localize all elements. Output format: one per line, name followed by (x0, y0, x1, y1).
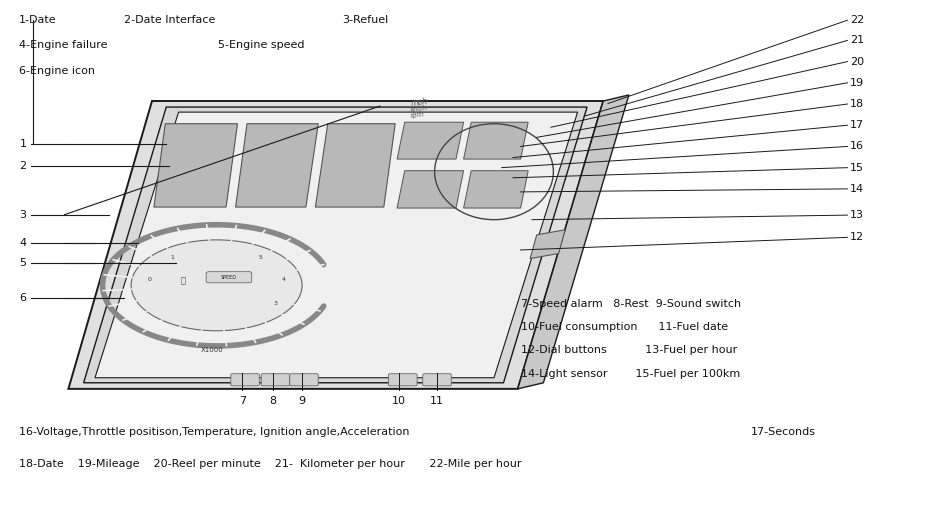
Polygon shape (95, 112, 578, 378)
Text: km/h: km/h (410, 105, 428, 113)
Text: X1000: X1000 (200, 347, 223, 353)
Text: rpm: rpm (410, 111, 426, 119)
Text: 4: 4 (282, 277, 286, 281)
Text: 7-Speed alarm   8-Rest  9-Sound switch: 7-Speed alarm 8-Rest 9-Sound switch (521, 299, 741, 309)
Text: 10: 10 (392, 396, 406, 407)
Text: 5: 5 (20, 258, 27, 268)
Text: 13: 13 (850, 210, 864, 220)
Text: 22: 22 (850, 15, 864, 25)
Text: 15: 15 (850, 163, 864, 173)
Text: 16-Voltage,Throttle positison,Temperature, Ignition angle,Acceleration: 16-Voltage,Throttle positison,Temperatur… (19, 427, 409, 437)
Text: 17-Seconds: 17-Seconds (750, 427, 815, 437)
Text: 3-Refuel: 3-Refuel (342, 15, 389, 25)
Text: 1-Date: 1-Date (19, 15, 57, 25)
Text: 14-Light sensor        15-Fuel per 100km: 14-Light sensor 15-Fuel per 100km (521, 369, 740, 379)
Text: 12-Dial buttons           13-Fuel per hour: 12-Dial buttons 13-Fuel per hour (521, 345, 737, 356)
FancyBboxPatch shape (290, 374, 318, 386)
Polygon shape (397, 122, 464, 159)
Text: 12: 12 (850, 232, 864, 242)
FancyBboxPatch shape (389, 374, 417, 386)
Text: 2: 2 (19, 161, 27, 171)
Text: 18-Date    19-Mileage    20-Reel per minute    21-  Kilometer per hour       22-: 18-Date 19-Mileage 20-Reel per minute 21… (19, 459, 522, 469)
FancyBboxPatch shape (423, 374, 451, 386)
Polygon shape (464, 171, 528, 208)
Text: 1: 1 (20, 139, 27, 149)
Circle shape (131, 240, 302, 331)
Text: 6-Engine icon: 6-Engine icon (19, 66, 95, 76)
Polygon shape (68, 101, 603, 389)
Polygon shape (84, 107, 587, 383)
Text: 4-Engine failure: 4-Engine failure (19, 40, 107, 50)
Text: 10-Fuel consumption      11-Fuel date: 10-Fuel consumption 11-Fuel date (521, 322, 728, 332)
Polygon shape (236, 124, 318, 207)
Text: 21: 21 (850, 35, 864, 45)
Polygon shape (464, 122, 528, 159)
Text: 3: 3 (20, 210, 27, 220)
Text: 20: 20 (850, 57, 864, 67)
Text: 18: 18 (850, 99, 864, 109)
Text: 7: 7 (238, 396, 246, 407)
Text: 16: 16 (850, 141, 864, 152)
Text: 2-Date Interface: 2-Date Interface (124, 15, 215, 25)
Polygon shape (315, 124, 395, 207)
FancyBboxPatch shape (261, 374, 290, 386)
Text: 17: 17 (850, 120, 864, 130)
Polygon shape (518, 95, 629, 389)
Text: 4: 4 (19, 238, 27, 248)
Text: 0: 0 (147, 277, 151, 281)
Text: 14: 14 (850, 184, 864, 194)
Text: 6: 6 (20, 293, 27, 303)
Text: 9: 9 (298, 396, 306, 407)
Polygon shape (154, 124, 238, 207)
Text: 5: 5 (258, 255, 262, 260)
FancyBboxPatch shape (231, 374, 259, 386)
Text: ⓘ: ⓘ (180, 277, 186, 286)
Text: mph: mph (410, 97, 428, 108)
Text: 19: 19 (850, 78, 864, 88)
Text: 8: 8 (269, 396, 276, 407)
Text: 5-Engine speed: 5-Engine speed (218, 40, 305, 50)
Text: 3: 3 (274, 301, 277, 306)
Text: 1: 1 (171, 255, 175, 260)
FancyBboxPatch shape (206, 272, 252, 283)
Polygon shape (530, 230, 565, 259)
Polygon shape (397, 171, 464, 208)
Text: 11: 11 (430, 396, 444, 407)
Text: SPEED: SPEED (221, 275, 237, 280)
